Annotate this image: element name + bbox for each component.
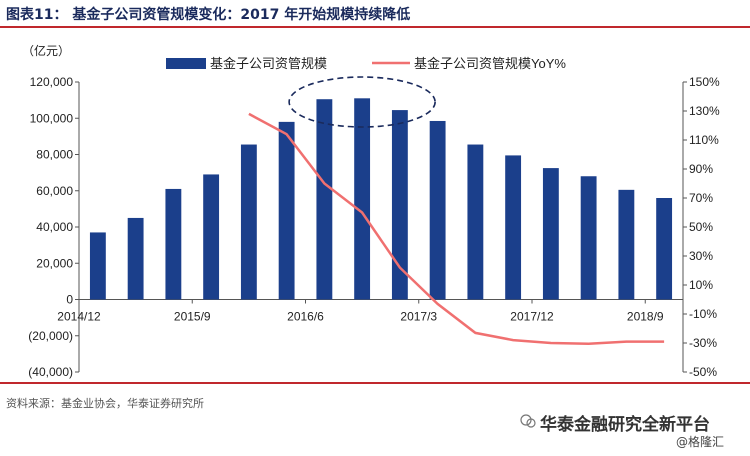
yoy-line xyxy=(248,112,665,345)
bar xyxy=(89,232,106,300)
source-note: 资料来源：基金业协会，华泰证券研究所 xyxy=(6,397,204,410)
bar xyxy=(505,155,522,300)
left-tick-label: 40,000 xyxy=(36,220,73,234)
bar xyxy=(165,188,182,300)
watermark-sub: @格隆汇 xyxy=(676,435,725,449)
left-tick-label: 120,000 xyxy=(30,75,74,89)
right-tick-label: 50% xyxy=(689,220,713,234)
legend-bar-swatch xyxy=(166,58,206,69)
legend-line-label: 基金子公司资管规模YoY% xyxy=(414,56,566,71)
bar xyxy=(278,121,295,300)
right-tick-label: 30% xyxy=(689,249,713,263)
bar xyxy=(542,168,559,300)
right-tick-label: 70% xyxy=(689,191,713,205)
right-tick-label: 130% xyxy=(689,104,720,118)
left-tick-label: (20,000) xyxy=(28,329,73,343)
bar xyxy=(391,110,408,300)
x-tick-label: 2017/3 xyxy=(400,310,437,324)
bar xyxy=(467,144,484,300)
highlight-ellipse xyxy=(288,76,436,128)
left-tick-label: 0 xyxy=(66,293,73,307)
wechat-icon xyxy=(520,414,536,428)
x-tick-label: 2015/9 xyxy=(174,310,211,324)
bar xyxy=(127,217,144,300)
left-tick-label: 80,000 xyxy=(36,148,73,162)
chart-title: 图表11： 基金子公司资管规模变化：2017 年开始规模持续降低 xyxy=(6,7,411,23)
title-bar: 图表11： 基金子公司资管规模变化：2017 年开始规模持续降低 xyxy=(0,0,750,28)
right-tick-label: -10% xyxy=(689,307,717,321)
left-tick-label: 100,000 xyxy=(30,111,74,125)
right-tick-label: -30% xyxy=(689,336,717,350)
x-tick-label: 2016/6 xyxy=(287,310,324,324)
x-tick-label: 2017/12 xyxy=(510,310,554,324)
right-tick-label: 10% xyxy=(689,278,713,292)
bar xyxy=(580,176,597,300)
y-unit-label: （亿元） xyxy=(22,43,70,58)
x-tick-label: 2014/12 xyxy=(57,310,101,324)
watermark: 华泰金融研究全新平台 xyxy=(540,415,710,435)
bar xyxy=(203,174,220,300)
chart: (40,000) (20,000) 0 20,000 40,000 60,000 80,00… xyxy=(22,43,720,379)
bar xyxy=(354,98,371,300)
bottom-rule xyxy=(0,382,750,384)
right-tick-label: 90% xyxy=(689,162,713,176)
right-tick-label: 150% xyxy=(689,75,720,89)
right-tick-label: -50% xyxy=(689,365,717,379)
x-tick-label: 2018/9 xyxy=(627,310,664,324)
bar xyxy=(240,144,257,300)
left-tick-label: (40,000) xyxy=(28,365,73,379)
left-tick-label: 60,000 xyxy=(36,184,73,198)
bar xyxy=(429,120,446,300)
right-tick-label: 110% xyxy=(689,133,719,147)
bar xyxy=(656,198,673,300)
left-tick-label: 20,000 xyxy=(36,256,73,270)
legend-bar-label: 基金子公司资管规模 xyxy=(210,56,327,71)
bar xyxy=(316,99,333,300)
bar xyxy=(618,189,635,300)
